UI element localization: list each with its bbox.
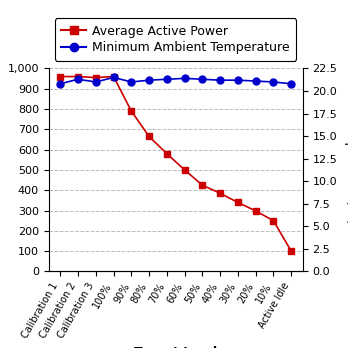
Average Active Power bbox=[58, 74, 62, 79]
Average Active Power bbox=[254, 209, 258, 213]
Line: Average Active Power: Average Active Power bbox=[57, 74, 294, 254]
Average Active Power bbox=[236, 200, 240, 205]
Minimum Ambient Temperature bbox=[111, 76, 116, 80]
Average Active Power bbox=[129, 109, 133, 113]
Average Active Power bbox=[200, 183, 205, 187]
Minimum Ambient Temperature bbox=[58, 82, 62, 86]
Minimum Ambient Temperature bbox=[254, 79, 258, 83]
Minimum Ambient Temperature bbox=[183, 76, 187, 80]
Average Active Power bbox=[289, 249, 293, 253]
Average Active Power bbox=[218, 191, 222, 195]
Average Active Power bbox=[94, 76, 98, 80]
Minimum Ambient Temperature bbox=[147, 78, 151, 82]
Average Active Power bbox=[76, 74, 80, 79]
Minimum Ambient Temperature bbox=[218, 78, 222, 82]
Minimum Ambient Temperature bbox=[200, 77, 205, 81]
Average Active Power bbox=[271, 219, 276, 223]
Line: Minimum Ambient Temperature: Minimum Ambient Temperature bbox=[57, 74, 295, 87]
Minimum Ambient Temperature bbox=[165, 77, 169, 81]
Minimum Ambient Temperature bbox=[271, 80, 276, 84]
X-axis label: Target Load: Target Load bbox=[134, 346, 217, 348]
Average Active Power bbox=[165, 152, 169, 156]
Minimum Ambient Temperature bbox=[129, 80, 133, 84]
Minimum Ambient Temperature bbox=[289, 82, 293, 86]
Minimum Ambient Temperature bbox=[76, 77, 80, 81]
Average Active Power bbox=[183, 168, 187, 172]
Minimum Ambient Temperature bbox=[94, 80, 98, 84]
Average Active Power bbox=[147, 134, 151, 139]
Average Active Power bbox=[111, 74, 116, 79]
Legend: Average Active Power, Minimum Ambient Temperature: Average Active Power, Minimum Ambient Te… bbox=[55, 18, 296, 61]
Y-axis label: Power (W): Power (W) bbox=[0, 138, 2, 202]
Y-axis label: Temperature (°C): Temperature (°C) bbox=[344, 116, 348, 224]
Minimum Ambient Temperature bbox=[236, 78, 240, 82]
